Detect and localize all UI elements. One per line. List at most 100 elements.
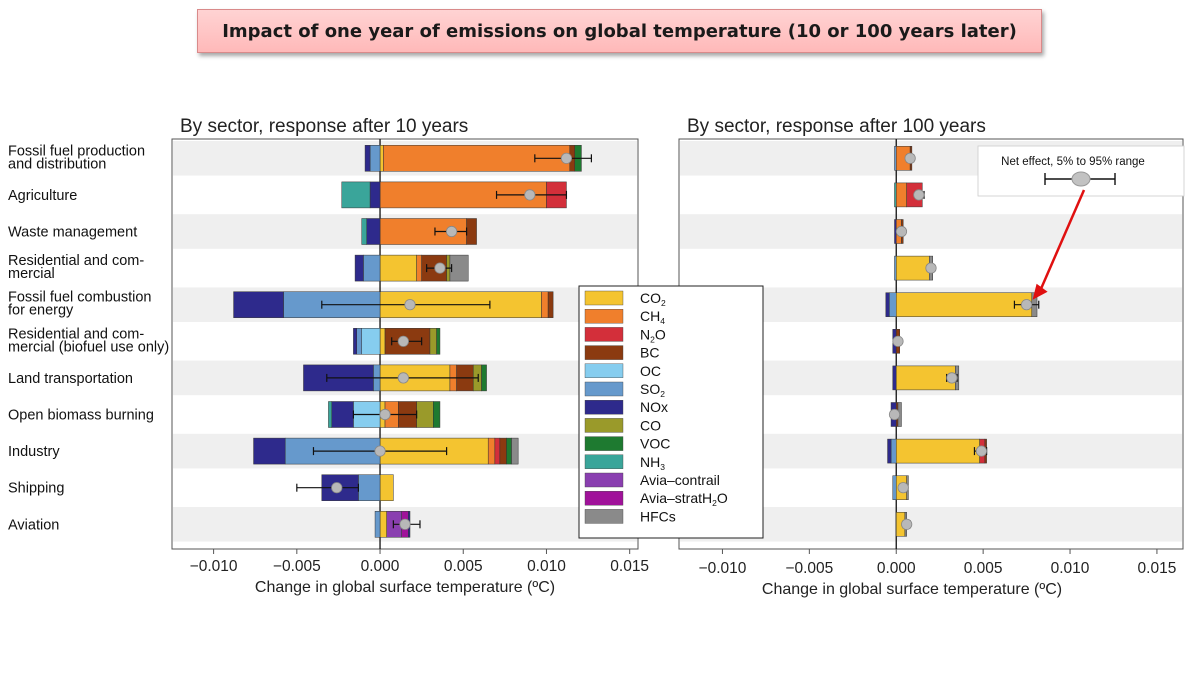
legend-label: SO2: [640, 381, 665, 399]
bar-segment-so2: [358, 474, 381, 501]
x-tick-label: 0.005: [964, 560, 1003, 577]
inset-legend-label: Net effect, 5% to 95% range: [1001, 156, 1145, 168]
legend-swatch: [584, 491, 624, 506]
legend-label: N2O: [640, 326, 666, 344]
row-band: [680, 214, 1182, 249]
category-labels: Fossil fuel production and distribution Ag…: [8, 143, 169, 533]
legend-swatch: [584, 363, 624, 378]
bar-segment-co: [416, 401, 434, 428]
bar-segment-nh3: [328, 401, 333, 428]
legend-label: BC: [640, 345, 659, 361]
bar-segment-co2: [379, 328, 386, 355]
net-effect-marker: [404, 299, 416, 311]
bar-segment-nox: [369, 181, 381, 209]
legend-swatch: [584, 345, 624, 360]
bar-segment-so2: [369, 145, 381, 172]
net-effect-marker: [397, 372, 409, 384]
net-effect-marker: [901, 518, 913, 530]
legend-swatch: [584, 327, 624, 342]
bar-segment-so2: [374, 511, 381, 538]
net-effect-marker: [524, 189, 536, 201]
net-effect-marker: [331, 482, 343, 494]
bar-segment-nh3: [361, 218, 367, 245]
legend-swatch: [584, 381, 624, 397]
bar-segment-nox: [331, 401, 354, 428]
x-tick-label: 0.015: [610, 558, 649, 575]
bar-segment-so2: [892, 475, 897, 500]
x-axis-label: Change in global surface temperature (ºC…: [762, 581, 1062, 598]
bar-segment-nh3: [341, 181, 371, 209]
bar-segment-hfcs: [449, 254, 469, 282]
net-effect-marker: [434, 262, 446, 274]
bar-segment-co: [429, 328, 437, 355]
bar-segment-co2: [379, 474, 394, 501]
legend-swatch: [584, 509, 624, 524]
legend-label: VOC: [640, 436, 670, 452]
bar-segment-ch4: [895, 182, 907, 208]
bar-segment-bc: [499, 437, 507, 465]
bar-segment-co2: [895, 438, 980, 464]
category-label: Industry: [8, 444, 60, 460]
bar-segment-so2: [894, 255, 897, 281]
bar-segment-voc: [436, 328, 441, 355]
bar-segment-co2: [379, 145, 384, 172]
legend-label: CO2: [640, 290, 666, 308]
bar-segment-voc: [433, 401, 441, 428]
net-effect-marker: [925, 262, 937, 274]
bar-segment-nox: [364, 145, 371, 172]
net-effect-marker: [399, 518, 411, 530]
legend-swatch: [584, 436, 624, 451]
net-effect-marker: [445, 225, 458, 238]
bar-segment-n2o: [494, 437, 501, 465]
inset-marker: [1071, 171, 1091, 187]
bar-segment-nox: [892, 365, 897, 391]
legend-swatch: [584, 418, 624, 433]
net-effect-marker: [975, 445, 988, 457]
legend-label: Avia–stratH2O: [640, 490, 728, 508]
panel-title: By sector, response after 10 years: [180, 116, 468, 137]
legend-label: NH3: [640, 454, 665, 472]
bar-segment-co2: [379, 511, 387, 538]
legend-label: HFCs: [640, 508, 676, 524]
x-tick-label: 0.005: [444, 558, 483, 575]
legend-swatch: [584, 400, 624, 415]
net-effect-marker: [374, 445, 386, 457]
bar-segment-co2: [895, 255, 930, 281]
x-tick-label: 0.015: [1138, 560, 1177, 577]
bar-segment-nox: [353, 328, 357, 355]
net-effect-marker: [888, 408, 901, 421]
bar-segment-bc: [547, 291, 554, 318]
legend-label: NOx: [640, 399, 668, 415]
bar-segment-co2: [895, 292, 1033, 317]
bar-segment-nox: [887, 438, 892, 464]
legend-swatch: [584, 290, 624, 306]
page-title: Impact of one year of emissions on globa…: [222, 20, 1017, 42]
legend-swatch: [584, 309, 624, 324]
category-label: Agriculture: [8, 188, 77, 204]
x-axis-label: Change in global surface temperature (ºC…: [255, 579, 555, 596]
category-label: Shipping: [8, 481, 64, 497]
net-effect-marker: [892, 335, 904, 347]
category-label: Open biomass burning: [8, 408, 154, 424]
category-label: Residential and com-mercial (biofuel use…: [8, 326, 169, 355]
bar-segment-so2: [356, 328, 362, 355]
bar-segment-bc: [466, 218, 477, 245]
bar-segment-ch4: [487, 437, 496, 465]
bar-segment-nh3: [894, 182, 897, 208]
category-label: Fossil fuel combustion for energy: [8, 290, 151, 319]
category-label: Waste management: [8, 225, 137, 241]
net-effect-marker: [397, 335, 409, 347]
bar-segment-voc: [506, 437, 512, 465]
bar-segment-nox: [253, 437, 286, 465]
x-tick-label: −0.005: [273, 558, 321, 575]
page-title-banner: Impact of one year of emissions on globa…: [197, 9, 1042, 53]
bar-segment-so2: [889, 292, 897, 317]
category-label: Residential and com-mercial: [8, 253, 144, 282]
x-tick-label: 0.000: [361, 558, 400, 575]
legend-label: CH4: [640, 308, 665, 326]
x-tick-label: 0.010: [1051, 560, 1090, 577]
inset-legend-box: [977, 145, 1185, 197]
bar-segment-hfcs: [511, 437, 519, 465]
panel-title: By sector, response after 100 years: [687, 116, 986, 137]
